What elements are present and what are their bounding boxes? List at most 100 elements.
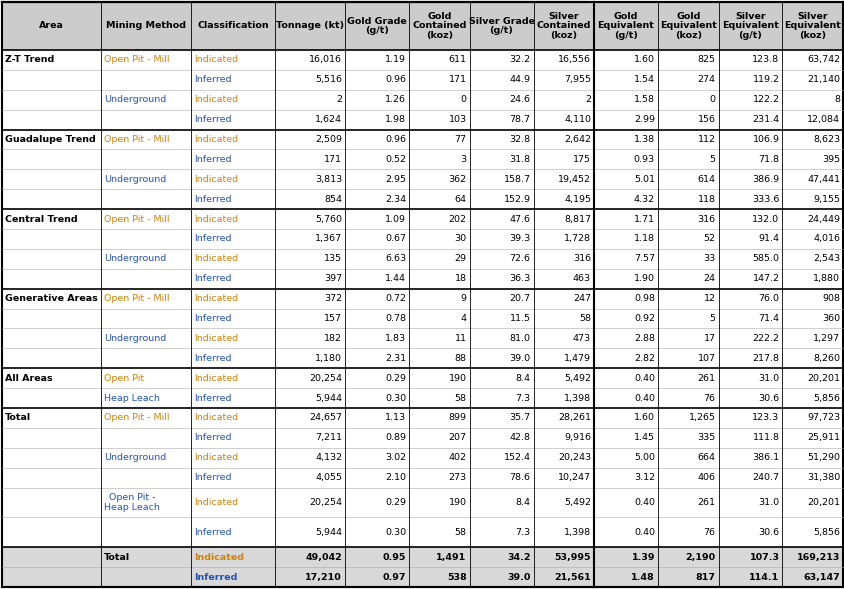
Bar <box>2 368 842 388</box>
Text: Open Pit: Open Pit <box>104 373 144 383</box>
Text: 31.0: 31.0 <box>757 373 778 383</box>
Text: 0.89: 0.89 <box>385 434 406 442</box>
Text: 97,723: 97,723 <box>806 413 839 422</box>
Text: Silver
Equivalent
(g/t): Silver Equivalent (g/t) <box>721 12 778 40</box>
Text: Open Pit - Mill: Open Pit - Mill <box>104 294 170 303</box>
Text: 1.19: 1.19 <box>385 55 406 64</box>
Text: Z-T Trend: Z-T Trend <box>5 55 54 64</box>
Text: 122.2: 122.2 <box>751 95 778 104</box>
Text: 77: 77 <box>454 135 466 144</box>
Text: 1.26: 1.26 <box>385 95 406 104</box>
Text: 0: 0 <box>460 95 466 104</box>
Text: 4,132: 4,132 <box>315 453 342 462</box>
Bar <box>2 488 842 517</box>
Text: 202: 202 <box>448 214 466 224</box>
Text: Gold Grade
(g/t): Gold Grade (g/t) <box>347 16 407 35</box>
Text: 76: 76 <box>703 528 715 537</box>
Text: 0: 0 <box>709 95 715 104</box>
Text: 2.10: 2.10 <box>385 473 406 482</box>
Text: 30.6: 30.6 <box>757 528 778 537</box>
Text: Gold
Equivalent
(g/t): Gold Equivalent (g/t) <box>597 12 654 40</box>
Text: 1.38: 1.38 <box>633 135 654 144</box>
Text: Silver
Contained
(koz): Silver Contained (koz) <box>536 12 590 40</box>
Text: 158.7: 158.7 <box>503 175 530 184</box>
Text: 76: 76 <box>703 393 715 402</box>
Text: 899: 899 <box>448 413 466 422</box>
Text: Generative Areas: Generative Areas <box>5 294 98 303</box>
Text: 63,742: 63,742 <box>806 55 839 64</box>
Bar <box>2 567 842 587</box>
Text: 3,813: 3,813 <box>315 175 342 184</box>
Text: 12: 12 <box>703 294 715 303</box>
Text: 7,211: 7,211 <box>315 434 342 442</box>
Text: 5,492: 5,492 <box>564 498 590 507</box>
Bar <box>2 468 842 488</box>
Text: 21,140: 21,140 <box>806 75 839 84</box>
Text: 1.60: 1.60 <box>633 413 654 422</box>
Text: 31.0: 31.0 <box>757 498 778 507</box>
Text: 20,201: 20,201 <box>806 373 839 383</box>
Text: Inferred: Inferred <box>194 434 231 442</box>
Text: 1.48: 1.48 <box>630 573 654 581</box>
Text: 19,452: 19,452 <box>557 175 590 184</box>
Text: 20,254: 20,254 <box>309 498 342 507</box>
Text: 261: 261 <box>696 498 715 507</box>
Text: Open Pit -
Heap Leach: Open Pit - Heap Leach <box>104 493 160 512</box>
Text: 333.6: 333.6 <box>751 195 778 204</box>
Text: 7,955: 7,955 <box>564 75 590 84</box>
Text: 4: 4 <box>460 314 466 323</box>
Text: 12,084: 12,084 <box>806 115 839 124</box>
Text: 316: 316 <box>572 254 590 263</box>
Text: 47.6: 47.6 <box>509 214 530 224</box>
Text: Silver
Equivalent
(koz): Silver Equivalent (koz) <box>783 12 840 40</box>
Text: 20,201: 20,201 <box>806 498 839 507</box>
Text: 152.4: 152.4 <box>503 453 530 462</box>
Text: 1,367: 1,367 <box>315 234 342 243</box>
Text: 386.9: 386.9 <box>751 175 778 184</box>
Text: 25,911: 25,911 <box>806 434 839 442</box>
Text: 0.92: 0.92 <box>633 314 654 323</box>
Text: 1.60: 1.60 <box>633 55 654 64</box>
Text: 5,944: 5,944 <box>315 393 342 402</box>
Text: 8,623: 8,623 <box>812 135 839 144</box>
Text: 17: 17 <box>703 334 715 343</box>
Text: 32.2: 32.2 <box>509 55 530 64</box>
Text: 1,398: 1,398 <box>563 393 590 402</box>
Text: 463: 463 <box>572 274 590 283</box>
Text: 39.3: 39.3 <box>509 234 530 243</box>
Text: 5,856: 5,856 <box>812 528 839 537</box>
Text: 2.95: 2.95 <box>385 175 406 184</box>
Bar <box>2 130 842 150</box>
Text: 231.4: 231.4 <box>751 115 778 124</box>
Text: 123.3: 123.3 <box>751 413 778 422</box>
Text: Heap Leach: Heap Leach <box>104 393 160 402</box>
Text: 175: 175 <box>572 155 590 164</box>
Text: Indicated: Indicated <box>194 95 238 104</box>
Text: Inferred: Inferred <box>194 473 231 482</box>
Text: Tonnage (kt): Tonnage (kt) <box>276 22 344 31</box>
Text: 1.18: 1.18 <box>633 234 654 243</box>
Text: 157: 157 <box>324 314 342 323</box>
Text: 2,190: 2,190 <box>684 552 715 562</box>
Text: 42.8: 42.8 <box>509 434 530 442</box>
Text: 2.34: 2.34 <box>385 195 406 204</box>
Text: Inferred: Inferred <box>194 195 231 204</box>
Text: 397: 397 <box>323 274 342 283</box>
Text: 0.30: 0.30 <box>385 528 406 537</box>
Text: 6.63: 6.63 <box>385 254 406 263</box>
Text: Open Pit - Mill: Open Pit - Mill <box>104 55 170 64</box>
Text: 1,491: 1,491 <box>436 552 466 562</box>
Text: 2.82: 2.82 <box>633 354 654 363</box>
Text: 7.3: 7.3 <box>515 393 530 402</box>
Bar <box>2 348 842 368</box>
Text: 20,254: 20,254 <box>309 373 342 383</box>
Text: 63,147: 63,147 <box>803 573 839 581</box>
Text: 1.44: 1.44 <box>385 274 406 283</box>
Text: Indicated: Indicated <box>194 498 238 507</box>
Text: 5,492: 5,492 <box>564 373 590 383</box>
Bar <box>2 70 842 90</box>
Text: 156: 156 <box>696 115 715 124</box>
Text: 386.1: 386.1 <box>751 453 778 462</box>
Text: 0.40: 0.40 <box>633 393 654 402</box>
Bar <box>2 189 842 209</box>
